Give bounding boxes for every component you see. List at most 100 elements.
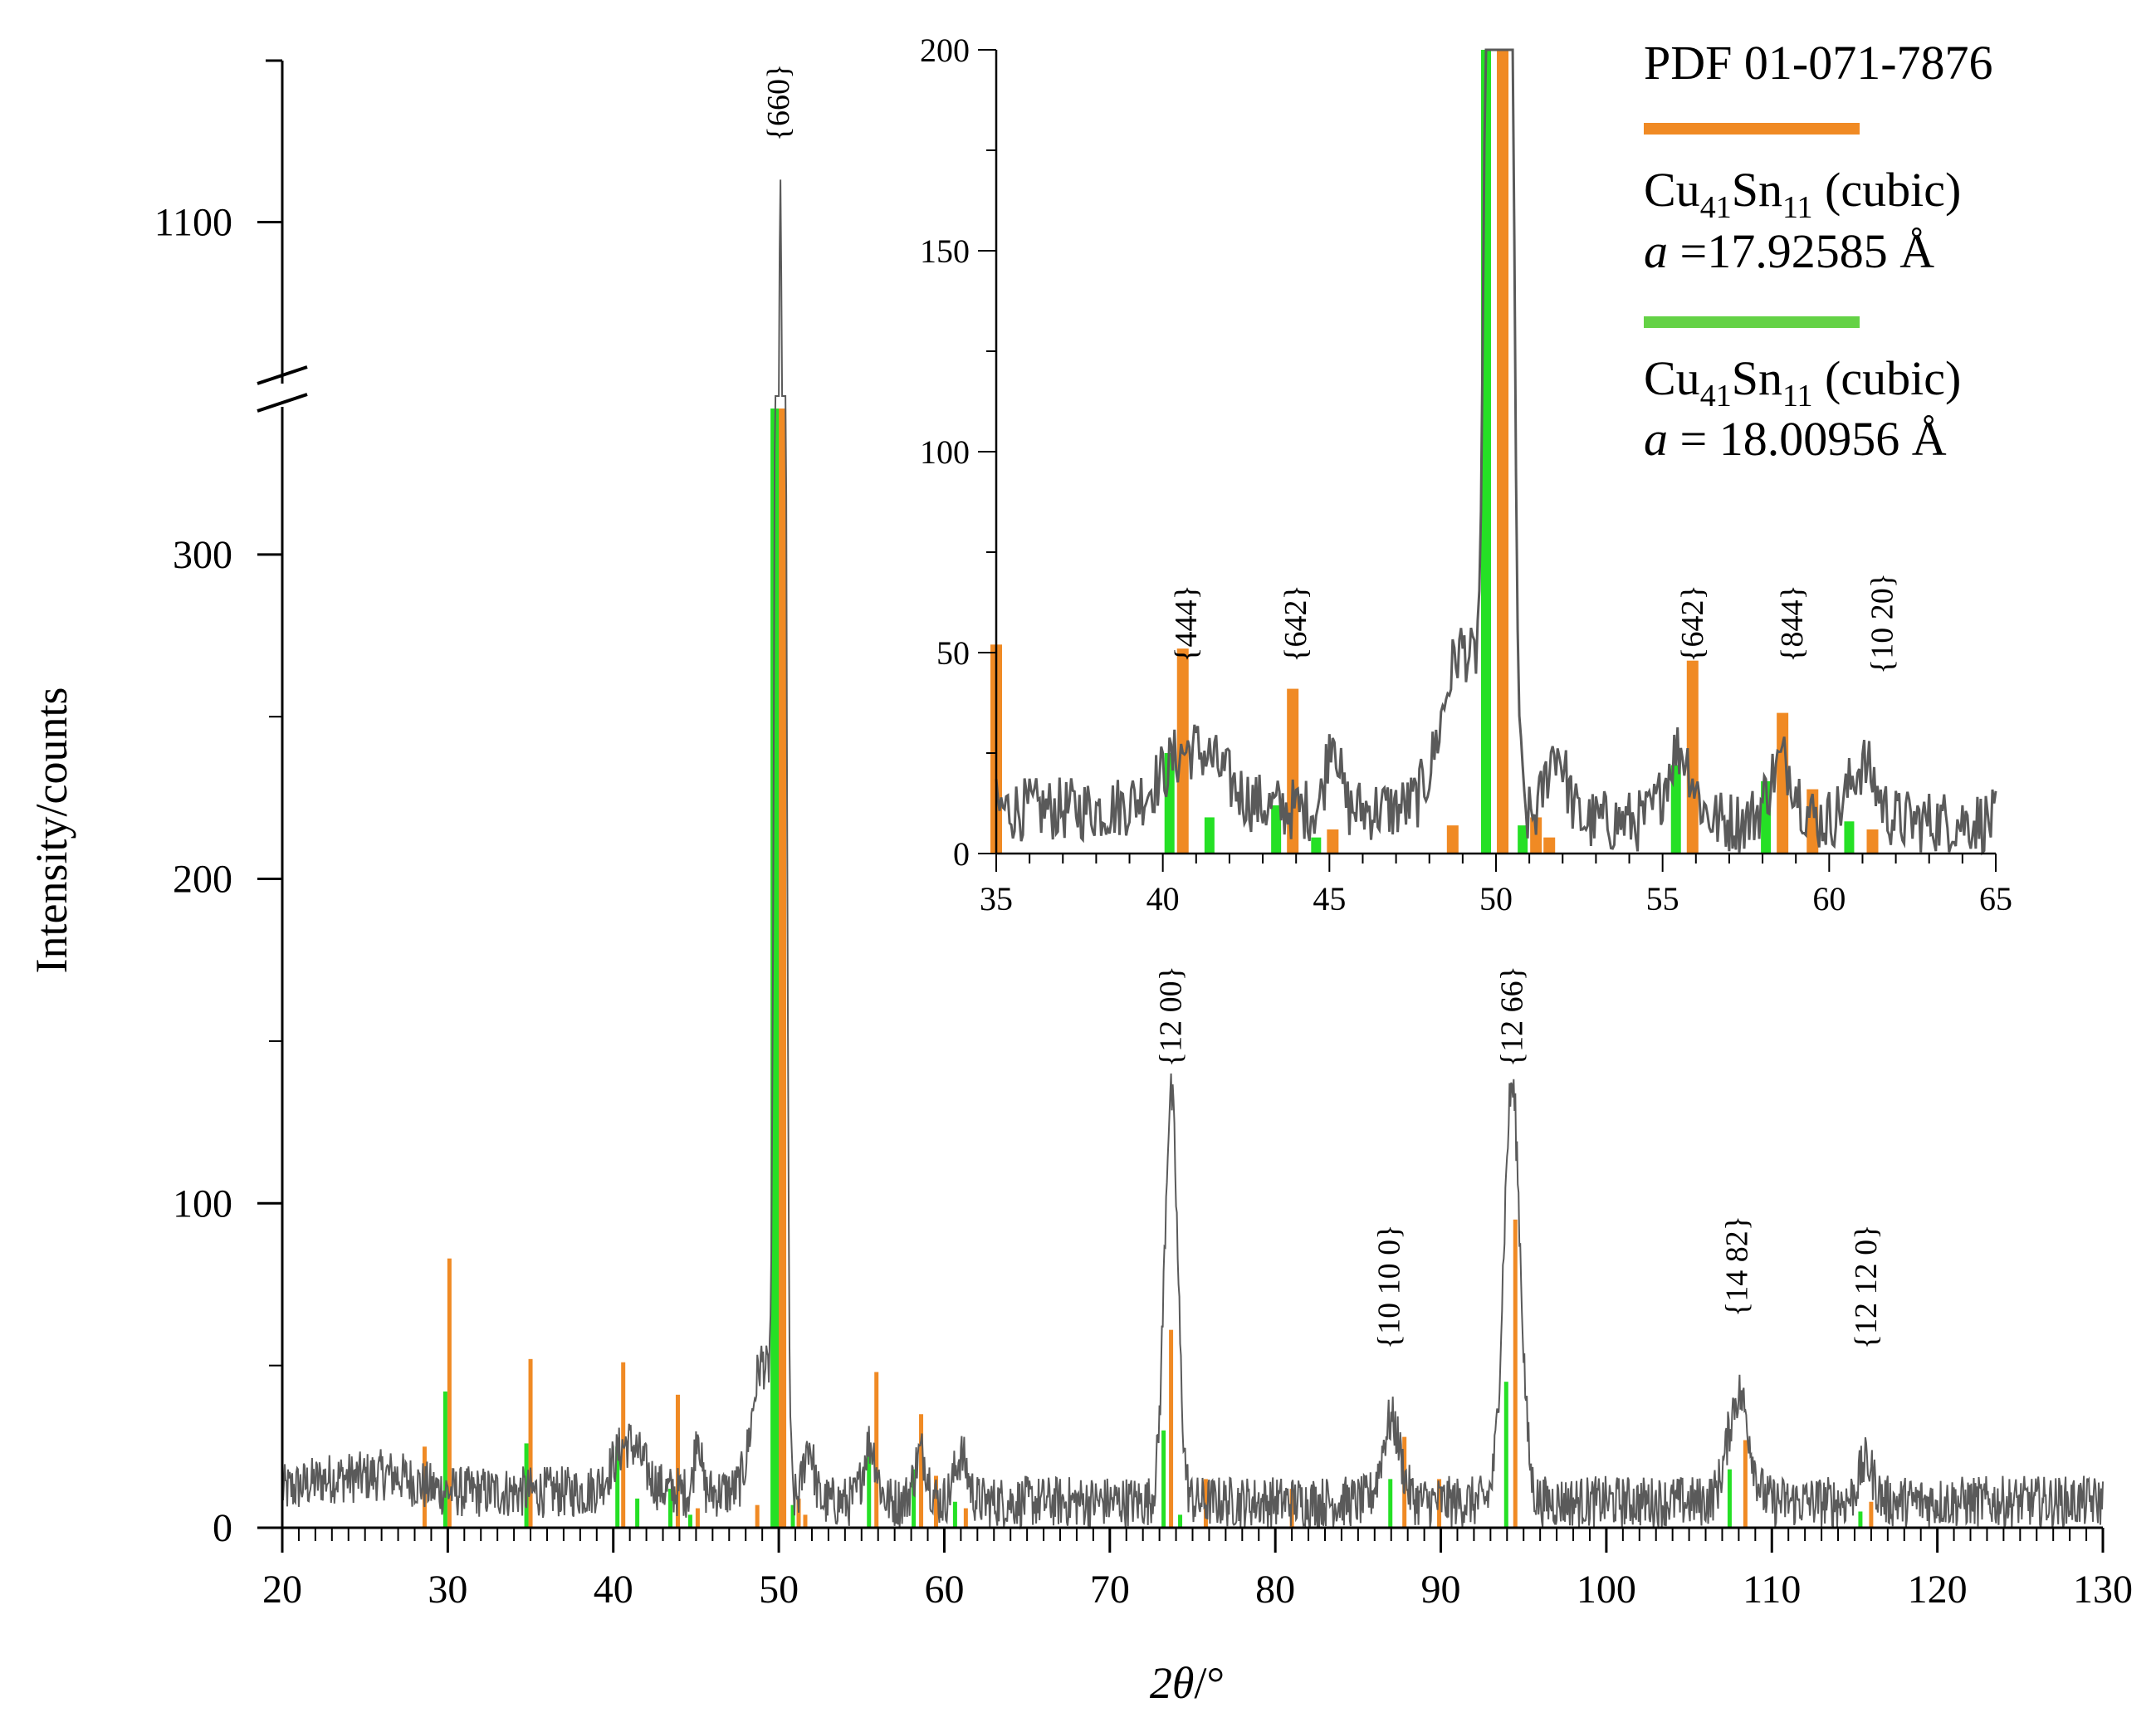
- green-stick-0: [442, 1391, 447, 1528]
- green-stick-2: [615, 1446, 620, 1528]
- inset-x-tick-label: 40: [1146, 880, 1180, 917]
- green-stick-8: [867, 1456, 872, 1528]
- x-axis-title: 2θ/°: [1150, 1658, 1225, 1708]
- green-stick-15: [1727, 1469, 1732, 1528]
- inset-orange-stick: [1287, 688, 1299, 854]
- green-stick-13: [1388, 1479, 1393, 1528]
- green-stick-12: [1178, 1514, 1183, 1528]
- green-stick-4: [667, 1489, 672, 1528]
- x-tick-label: 90: [1421, 1568, 1461, 1612]
- green-stick-14: [1503, 1382, 1508, 1528]
- orange-stick-5: [695, 1508, 700, 1528]
- x-tick-label: 50: [759, 1568, 799, 1612]
- orange-stick-4: [675, 1394, 680, 1528]
- green-stick-10: [952, 1501, 957, 1528]
- inset-y-tick-label: 200: [920, 32, 970, 69]
- inset-plot-area: [996, 50, 1996, 854]
- orange-stick-8: [796, 1498, 801, 1528]
- main-peak-labels: {660} {12 00} {10 10 0} {12 66} {14 82} {12 1…: [761, 64, 1884, 1349]
- legend-entry-orange-parameter: a =17.92585 Å: [1644, 224, 1934, 278]
- axis-break-mark-upper: [257, 365, 308, 385]
- orange-stick-14: [1169, 1329, 1174, 1528]
- legend-entry-green-parameter: a = 18.00956 Å: [1644, 412, 1947, 466]
- peak-label: {12 00}: [1154, 966, 1189, 1067]
- inset-y-tick-label: 50: [936, 634, 970, 672]
- x-axis-title-symbol: 2θ: [1150, 1658, 1195, 1708]
- legend-title: PDF 01-071-7876: [1644, 36, 1993, 90]
- main-axes: 20 30 40 50 60 70 80 90 100 110 120 130 0 100 200 300 11…: [154, 59, 2133, 1612]
- y-axis-title: Intensity/counts: [27, 687, 76, 974]
- measured-trace-line: [281, 179, 2104, 1530]
- green-stick-5: [687, 1514, 692, 1528]
- orange-stick-20: [1743, 1440, 1748, 1528]
- x-tick-label: 130: [2073, 1568, 2133, 1612]
- orange-stick-9: [803, 1514, 808, 1528]
- x-tick-label: 30: [428, 1568, 467, 1612]
- x-tick-label: 110: [1743, 1568, 1801, 1612]
- orange-stick-6: [755, 1504, 760, 1528]
- inset-x-tick-label: 50: [1479, 880, 1513, 917]
- legend-entry-orange-formula: Cu41Sn11 (cubic): [1644, 163, 1961, 225]
- inset-orange-stick: [1686, 660, 1699, 854]
- inset-green-stick: [1518, 825, 1528, 854]
- y-tick-label: 0: [213, 1506, 232, 1550]
- inset-background: [996, 50, 1996, 854]
- inset-x-tick-label: 60: [1812, 880, 1846, 917]
- x-tick-label: 70: [1090, 1568, 1130, 1612]
- inset-trace-line: [995, 48, 1997, 856]
- green-reference-sticks: [442, 409, 1863, 1528]
- inset-green-stick: [1844, 821, 1855, 854]
- inset-x-tick-label: 65: [1979, 880, 2012, 917]
- peak-label: {660}: [761, 64, 796, 141]
- inset-axes: 35 40 45 50 55 60 65 0 50 100 150 200: [920, 32, 2012, 917]
- y-tick-label: 300: [173, 533, 232, 577]
- inset-orange-stick: [1327, 829, 1339, 854]
- orange-stick-2: [528, 1358, 533, 1528]
- x-tick-label: 40: [594, 1568, 633, 1612]
- x-tick-label: 20: [262, 1568, 302, 1612]
- inset-orange-stick: [1866, 829, 1879, 854]
- inset-green-stick: [1204, 817, 1215, 854]
- y-tick-label: 100: [173, 1182, 232, 1226]
- axis-break-mark-lower: [257, 393, 308, 413]
- green-stick-3: [635, 1498, 640, 1528]
- peak-label: {10 10 0}: [1372, 1225, 1407, 1349]
- inset-peak-label: {10 20}: [1865, 573, 1900, 674]
- orange-stick-13: [963, 1508, 968, 1528]
- inset-peak-labels: {444} {642} {642} {844} {10 20}: [1169, 573, 1900, 674]
- inset-peak-label: {444}: [1169, 585, 1204, 662]
- orange-stick-11: [919, 1414, 924, 1528]
- inset-y-tick-label: 100: [920, 433, 970, 471]
- inset-green-stick: [1311, 837, 1322, 854]
- peak-label: {14 82}: [1719, 1216, 1754, 1317]
- y-tick-label-upper: 1100: [154, 201, 232, 245]
- green-stick-11: [1161, 1430, 1166, 1528]
- inset-orange-stick: [1543, 837, 1556, 854]
- x-tick-label: 100: [1577, 1568, 1636, 1612]
- green-stick-9: [912, 1469, 917, 1528]
- x-axis-title-unit: /°: [1194, 1658, 1225, 1708]
- inset-x-tick-label: 55: [1646, 880, 1679, 917]
- inset-y-tick-label: 150: [920, 232, 970, 270]
- inset-measured-pattern: [995, 48, 1997, 856]
- inset-x-tick-label: 35: [980, 880, 1013, 917]
- inset-green-stick: [1271, 805, 1282, 854]
- green-stick-7: [790, 1504, 795, 1528]
- inset-peak-label: {642}: [1278, 585, 1313, 662]
- x-tick-label: 60: [924, 1568, 964, 1612]
- inset-orange-stick: [1530, 817, 1542, 854]
- orange-stick-21: [1869, 1501, 1874, 1528]
- orange-stick-12: [933, 1475, 938, 1528]
- inset-peak-label: {642}: [1675, 585, 1710, 662]
- orange-stick-10: [874, 1372, 879, 1528]
- y-tick-label: 200: [173, 858, 232, 902]
- orange-stick-18: [1437, 1479, 1442, 1528]
- peak-label: {12 66}: [1494, 966, 1529, 1067]
- orange-stick-15: [1203, 1479, 1208, 1528]
- inset-peak-label: {844}: [1775, 585, 1810, 662]
- green-stick-16: [1858, 1511, 1863, 1528]
- orange-stick-7: [778, 409, 787, 1528]
- green-stick-6: [770, 409, 780, 1528]
